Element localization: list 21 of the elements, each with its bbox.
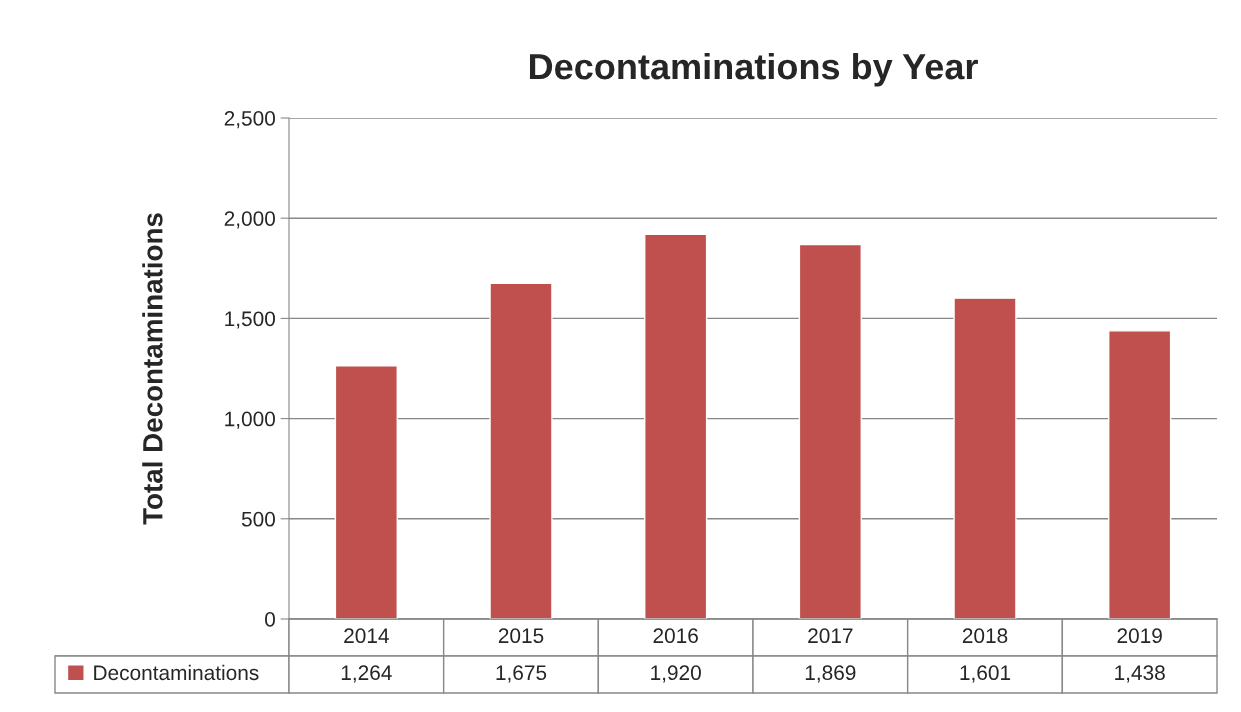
y-axis-title: Total Decontaminations [142,213,163,525]
data-label: 1,601 [960,665,1011,683]
x-tick-label: 2017 [808,628,853,644]
y-tick-label: 1,500 [225,311,275,329]
legend-label: Decontaminations [94,664,259,681]
x-tick-label: 2018 [962,628,1008,644]
y-tick-label: 2,500 [224,111,275,129]
data-label: 1,920 [651,665,701,683]
y-tick-label: 2,000 [224,211,275,229]
x-tick-label: 2016 [653,628,698,644]
data-label: 1,438 [1115,665,1165,683]
y-tick-label: 1,000 [225,411,275,429]
data-label: 1,869 [805,665,856,683]
y-tick-label: 500 [241,511,275,527]
chart-title: Decontaminations by Year [529,52,978,87]
x-tick-label: 2019 [1117,628,1162,644]
x-tick-label: 2015 [498,628,544,644]
x-tick-label: 2014 [344,628,389,644]
data-label: 1,264 [341,665,392,683]
data-label: 1,675 [496,665,547,683]
y-tick-label: 0 [265,612,275,627]
